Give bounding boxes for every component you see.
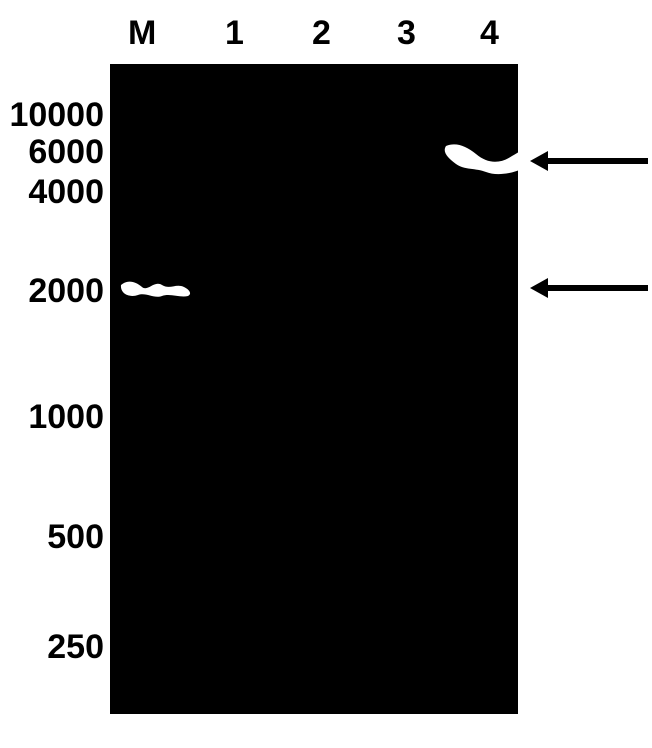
arrow-lower (0, 0, 652, 748)
arrow-shaft (540, 285, 648, 291)
arrow-head-icon (530, 278, 548, 298)
figure-canvas: M 1 2 3 4 10000 6000 4000 2000 1000 500 … (0, 0, 652, 748)
